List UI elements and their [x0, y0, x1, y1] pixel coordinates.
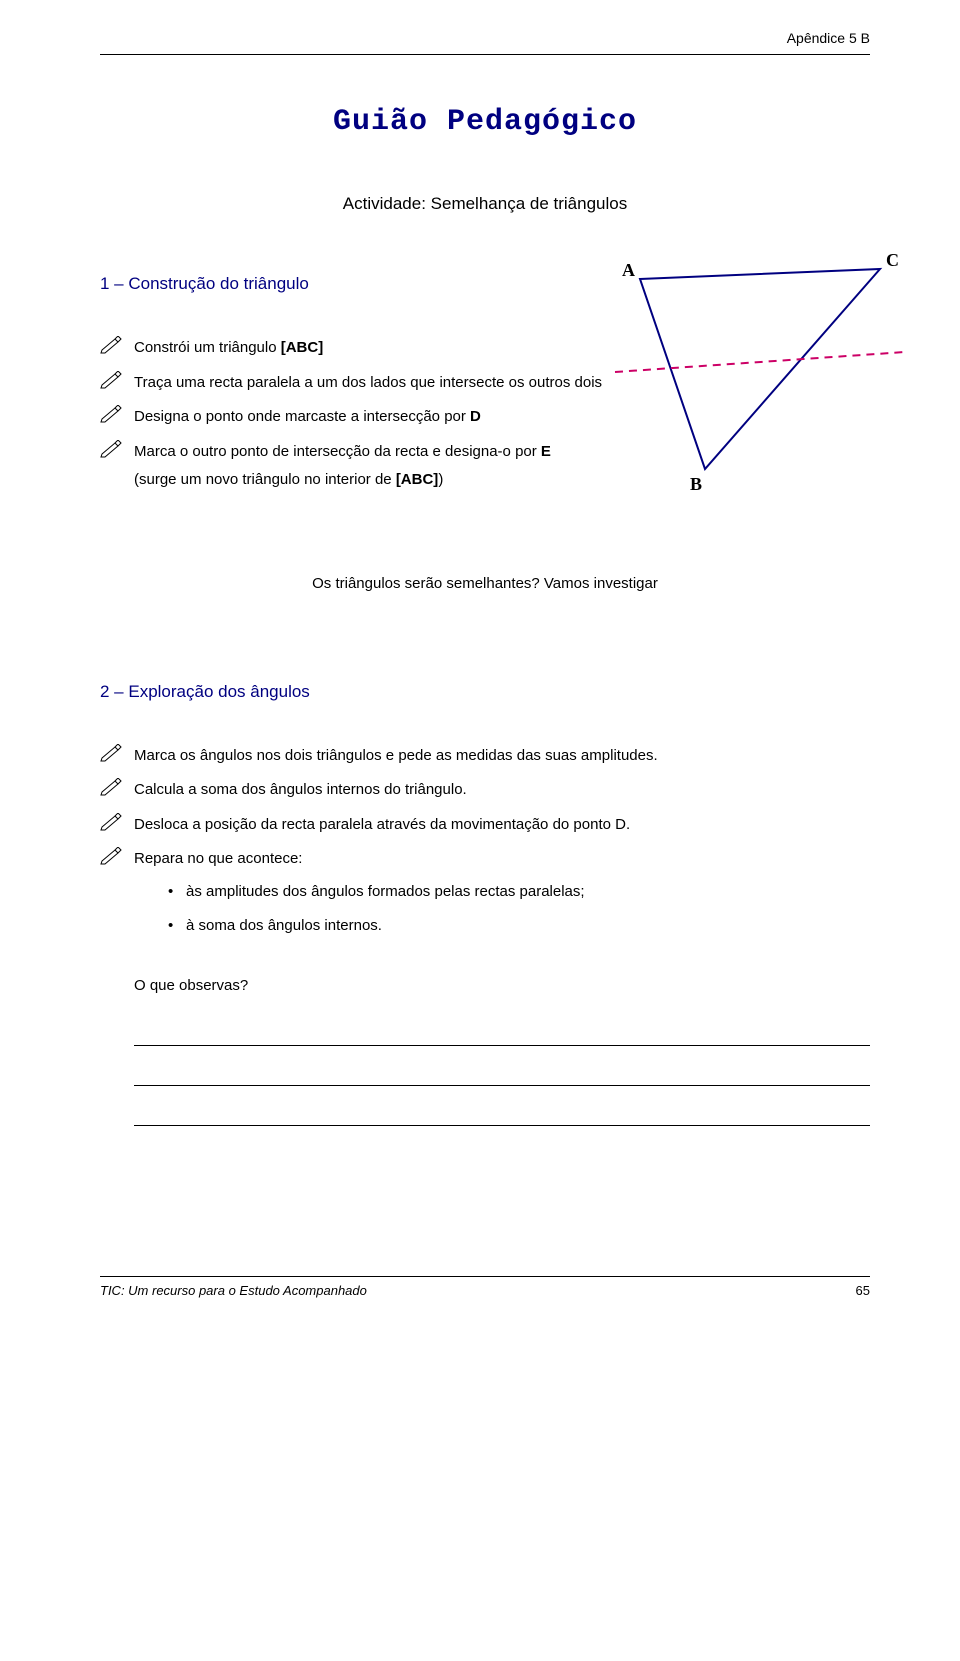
item-text: Traça uma recta paralela a um dos lados …	[134, 374, 602, 391]
section-1-list: Constrói um triângulo [ABC] Traça uma re…	[100, 334, 870, 495]
pencil-icon	[100, 336, 122, 354]
list-item: Traça uma recta paralela a um dos lados …	[100, 369, 870, 398]
item-text: Constrói um triângulo	[134, 339, 281, 356]
pencil-icon	[100, 813, 122, 831]
item-text-bold: [ABC]	[281, 339, 324, 356]
sub-list-item: à soma dos ângulos internos.	[168, 912, 870, 941]
footer-rule	[100, 1276, 870, 1277]
observation-question: O que observas?	[134, 977, 870, 994]
item-text: à soma dos ângulos internos.	[186, 917, 382, 934]
list-item: Marca o outro ponto de intersecção da re…	[100, 438, 870, 495]
sub-bullet-list: às amplitudes dos ângulos formados pelas…	[134, 878, 870, 941]
pencil-icon	[100, 744, 122, 762]
pencil-icon	[100, 440, 122, 458]
activity-subtitle: Actividade: Semelhança de triângulos	[100, 194, 870, 214]
list-item: Marca os ângulos nos dois triângulos e p…	[100, 742, 870, 771]
section-2-heading: 2 – Exploração dos ângulos	[100, 682, 870, 702]
footer-page-number: 65	[856, 1283, 870, 1298]
item-text: às amplitudes dos ângulos formados pelas…	[186, 883, 585, 900]
item-text-bold: D	[470, 408, 481, 425]
item-text-bold: E	[541, 443, 551, 460]
item-text: (surge um novo triângulo no interior de	[134, 471, 396, 488]
answer-line	[134, 1018, 870, 1046]
list-item: Constrói um triângulo [ABC]	[100, 334, 870, 363]
header-rule	[100, 54, 870, 55]
list-item: Repara no que acontece: às amplitudes do…	[100, 845, 870, 941]
item-text-bold: [ABC]	[396, 471, 439, 488]
center-question: Os triângulos serão semelhantes? Vamos i…	[100, 575, 870, 592]
answer-line	[134, 1058, 870, 1086]
list-item: Calcula a soma dos ângulos internos do t…	[100, 776, 870, 805]
pencil-icon	[100, 778, 122, 796]
svg-text:C: C	[886, 250, 899, 270]
item-text: Designa o ponto onde marcaste a intersec…	[134, 408, 470, 425]
pencil-icon	[100, 847, 122, 865]
list-item: Designa o ponto onde marcaste a intersec…	[100, 403, 870, 432]
page-footer: TIC: Um recurso para o Estudo Acompanhad…	[100, 1276, 870, 1298]
answer-line	[134, 1098, 870, 1126]
item-text: )	[438, 471, 443, 488]
item-text: Marca o outro ponto de intersecção da re…	[134, 443, 541, 460]
item-text: Repara no que acontece:	[134, 850, 302, 867]
item-text: Marca os ângulos nos dois triângulos e p…	[134, 747, 658, 764]
page-title: Guião Pedagógico	[100, 105, 870, 139]
list-item: Desloca a posição da recta paralela atra…	[100, 811, 870, 840]
header-appendix: Apêndice 5 B	[100, 30, 870, 46]
sub-list-item: às amplitudes dos ângulos formados pelas…	[168, 878, 870, 907]
pencil-icon	[100, 371, 122, 389]
item-text: Desloca a posição da recta paralela atra…	[134, 816, 630, 833]
item-text: Calcula a soma dos ângulos internos do t…	[134, 781, 467, 798]
svg-text:A: A	[622, 260, 635, 280]
section-2-list: Marca os ângulos nos dois triângulos e p…	[100, 742, 870, 941]
pencil-icon	[100, 405, 122, 423]
footer-left: TIC: Um recurso para o Estudo Acompanhad…	[100, 1283, 367, 1298]
